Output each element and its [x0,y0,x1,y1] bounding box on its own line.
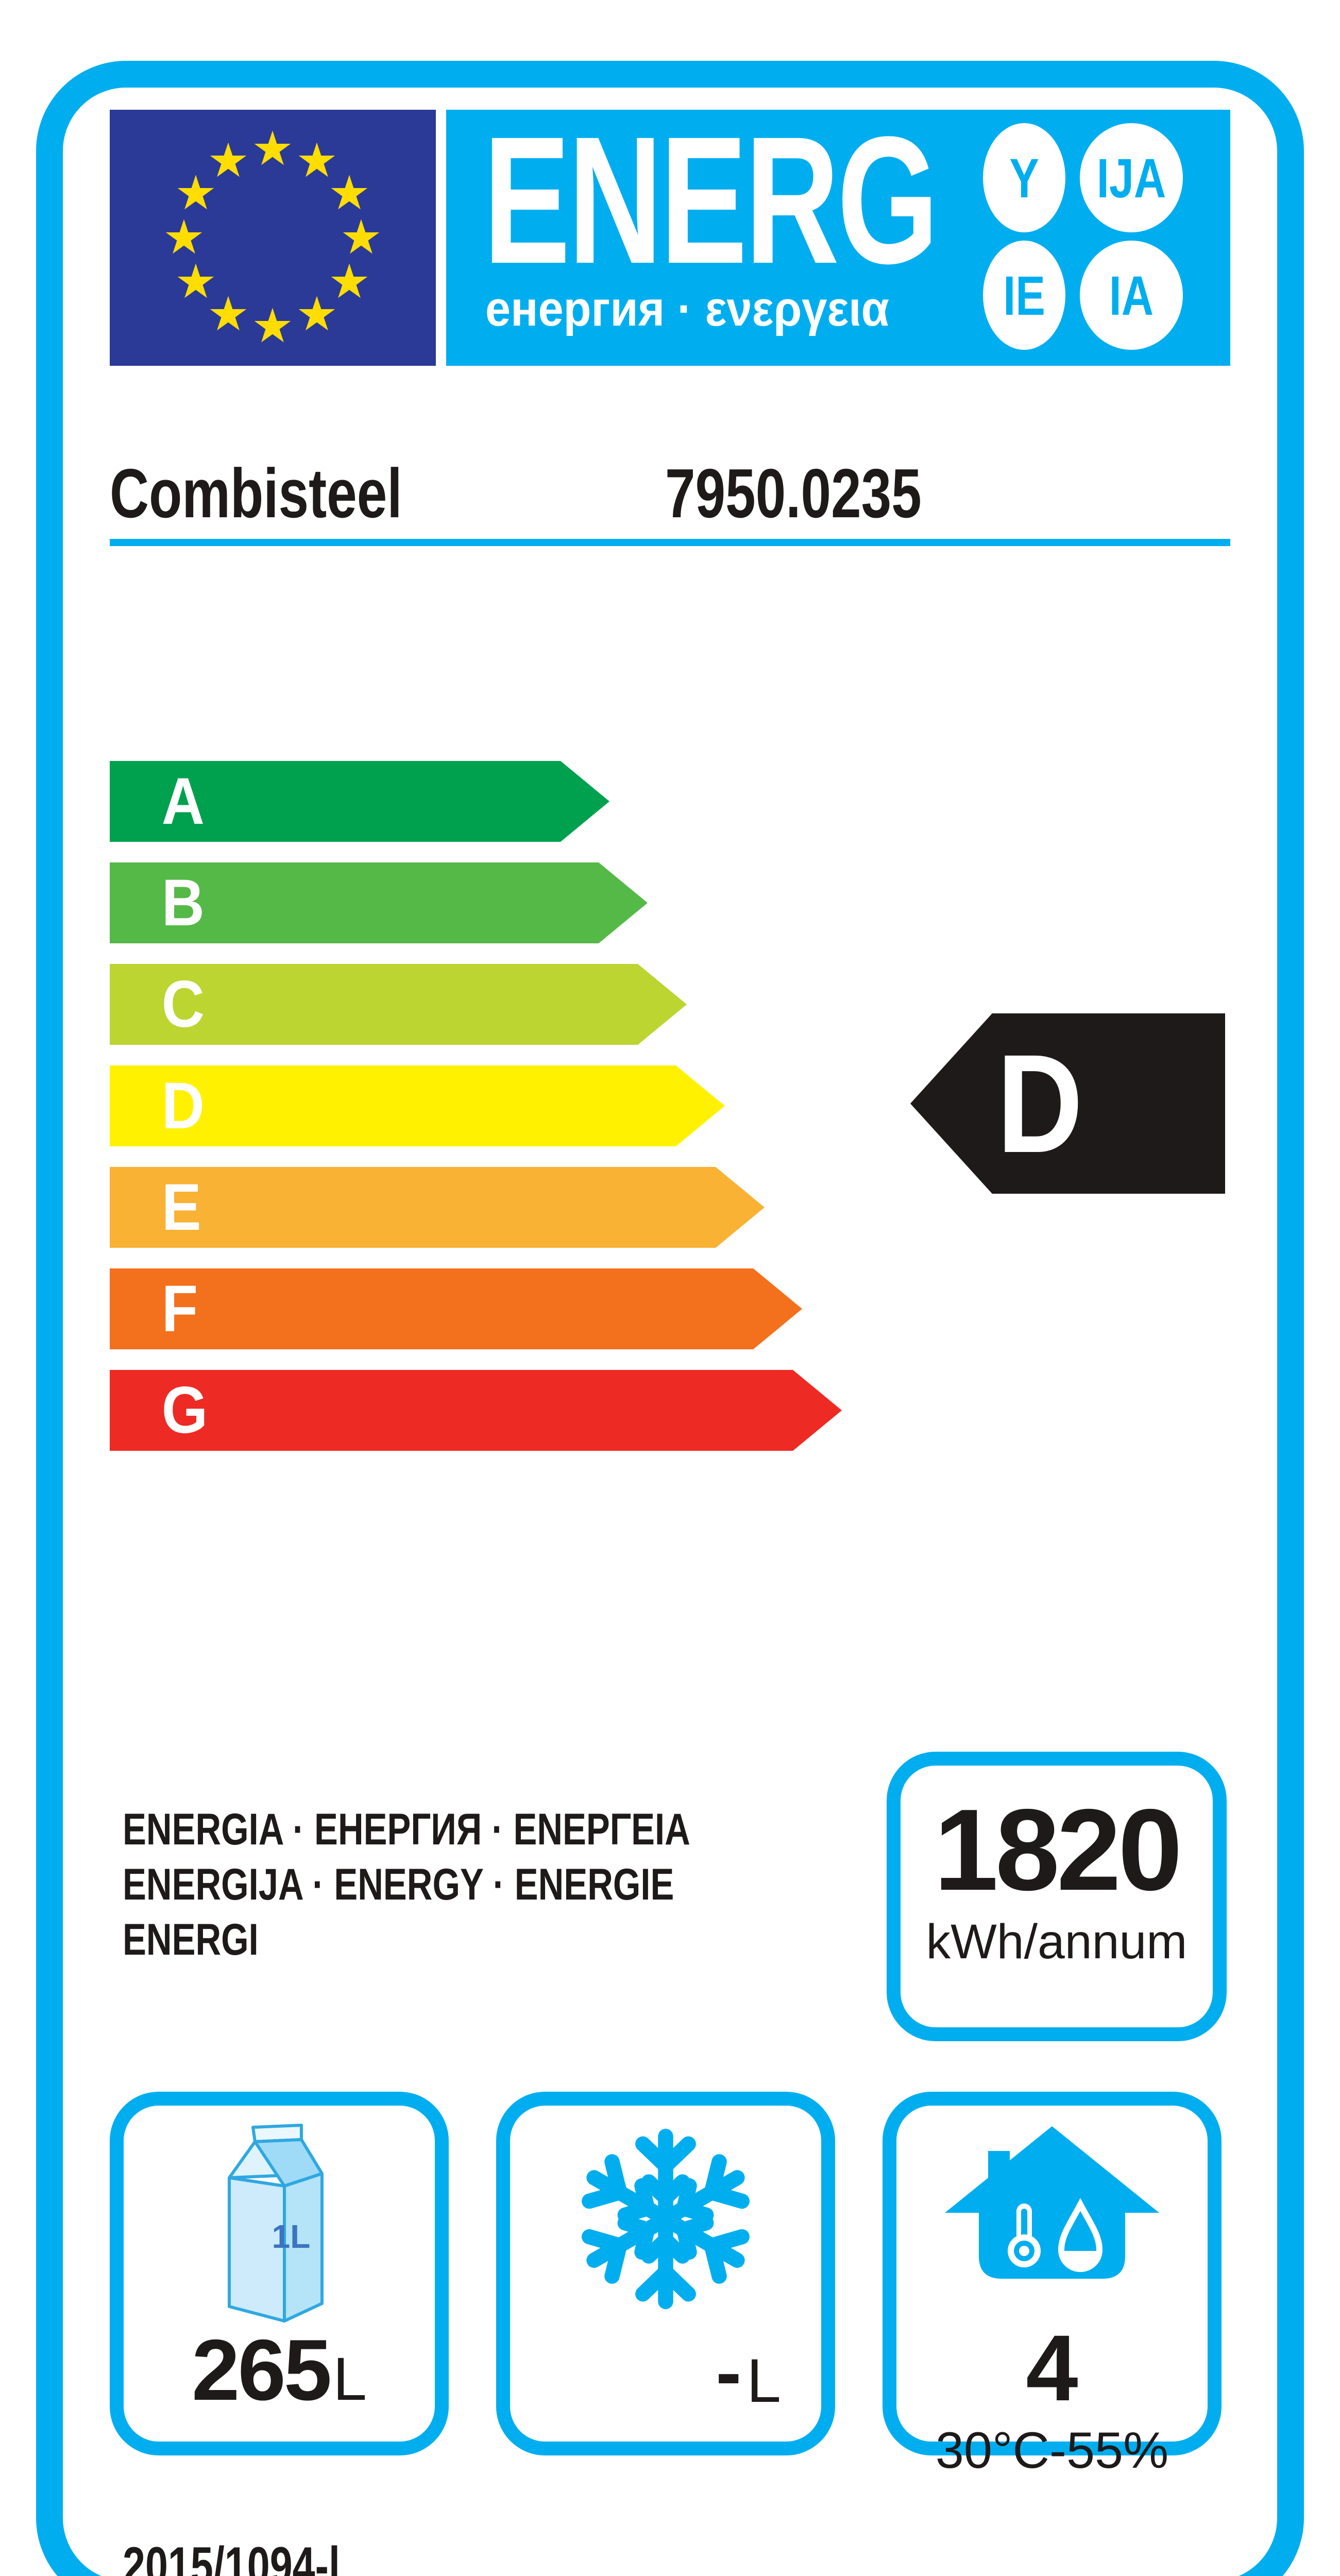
suffix-label: IE [1003,264,1045,327]
suffix-oval-ie: IE [983,241,1065,350]
eu-star-icon: ★ [295,286,338,342]
efficiency-scale: A B C D E F G [110,761,842,1471]
energy-words-line: ENERGI [123,1915,259,1964]
scale-arrow-d: D [110,1065,725,1146]
fridge-volume-unit: L [333,2345,367,2413]
fridge-volume: 265L [124,2320,435,2420]
eu-star-icon: ★ [328,165,371,221]
grade-letter: D [161,1069,205,1143]
eu-star-icon: ★ [295,133,338,189]
carton-volume-label: 1L [272,2218,311,2255]
annual-consumption-box: 1820 kWh/annum [887,1752,1227,2041]
energ-logo-subtitle: енергия · ενεργεια [485,281,890,336]
eu-star-icon: ★ [162,210,206,265]
scale-arrow-g: G [110,1370,842,1451]
eu-flag: ★ ★ ★ ★ ★ ★ ★ ★ ★ ★ ★ ★ [110,110,436,366]
grade-letter: C [161,968,205,1041]
eu-star-icon: ★ [207,286,250,342]
snowflake-icon [573,2128,758,2312]
eu-star-icon: ★ [174,165,217,221]
suffix-label: IA [1109,264,1154,327]
scale-arrow-e: E [110,1167,765,1248]
energ-logo-text: ENERG [483,98,939,301]
rating-grade: D [997,1025,1083,1182]
grade-letter: E [161,1171,201,1244]
climate-class-box: 4 30°C-55% [883,2092,1222,2479]
divider-line [110,539,1230,546]
eu-star-icon: ★ [328,254,371,309]
fridge-volume-box: 1L 265L [110,2092,449,2455]
eu-star-icon: ★ [174,254,217,309]
suffix-label: IJA [1096,146,1166,209]
climate-range: 30°C-55% [935,2421,1169,2479]
energy-words-line: ENERGIA · ЕНЕРГИЯ · ΕΝΕΡΓΕΙΑ [123,1805,690,1854]
scale-arrow-c: C [110,964,687,1045]
label-header: ★ ★ ★ ★ ★ ★ ★ ★ ★ ★ ★ ★ ENERG енергия · ενεργεια Y … [110,98,1230,366]
suffix-oval-ia: IA [1080,241,1183,350]
suffix-label: Y [1009,146,1039,209]
eu-star-icon: ★ [207,133,250,189]
milk-carton-icon: 1L [228,2124,324,2323]
eu-star-icon: ★ [340,210,383,265]
freezer-volume-box: -L [496,2092,835,2455]
freezer-volume-value: - [716,2329,742,2415]
brand-row: Combisteel 7950.0235 [110,453,1230,532]
fridge-volume-value: 265 [192,2321,332,2418]
freezer-volume: -L [716,2328,781,2417]
consumption-unit: kWh/annum [926,1914,1188,1969]
grade-letter: F [161,1272,198,1346]
regulation-reference: 2015/1094-l [123,2536,340,2576]
scale-arrow-b: B [110,862,648,943]
scale-arrow-a: A [110,761,609,842]
suffix-oval-ija: IJA [1080,123,1183,232]
grade-letter: A [161,765,205,838]
grade-letter: B [161,866,205,940]
language-suffix-ovals: Y IJA IE IA [983,123,1194,352]
climate-class-value: 4 [1026,2315,1078,2420]
house-climate-icon [945,2126,1159,2279]
freezer-volume-unit: L [747,2346,781,2415]
energ-logo: ENERG енергия · ενεργεια Y IJA IE IA [446,98,1230,366]
energy-words-line: ENERGIJA · ENERGY · ENERGIE [123,1860,674,1909]
eu-star-icon: ★ [251,121,294,176]
label-border [36,61,1304,2576]
model-number: 7950.0235 [665,454,922,532]
scale-arrow-f: F [110,1268,802,1349]
consumption-value: 1820 [934,1785,1183,1914]
eu-star-icon: ★ [251,298,294,353]
brand-name: Combisteel [110,454,402,532]
suffix-oval-y: Y [983,123,1065,232]
energy-words: ENERGIA · ЕНЕРГИЯ · ΕΝΕΡΓΕΙΑ ENERGIJA · … [123,1802,832,1968]
grade-letter: G [161,1374,208,1447]
